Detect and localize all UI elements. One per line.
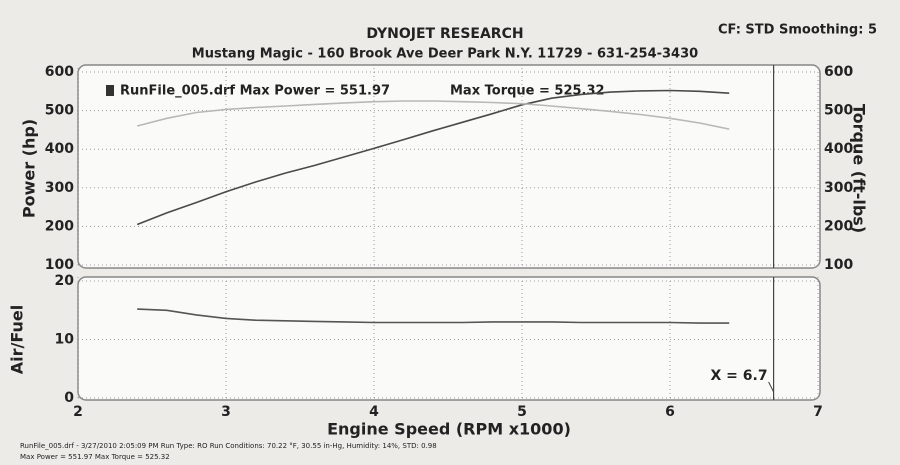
y2-tick-label: 500 (824, 103, 853, 119)
top-panel (77, 64, 821, 269)
y-axis-label: Power (hp) (20, 119, 39, 218)
y2-tick-label: 400 (824, 141, 853, 157)
y-tick-label: 400 (45, 141, 74, 157)
y-axis-label: Air/Fuel (8, 305, 27, 374)
y2-tick-label: 200 (824, 218, 853, 234)
x-tick-label: 3 (221, 404, 231, 420)
x-axis-label: Engine Speed (RPM x1000) (327, 420, 571, 439)
y-tick-label: 100 (45, 257, 74, 273)
x-tick-label: 5 (517, 404, 527, 420)
y2-tick-label: 300 (824, 180, 853, 196)
series-line (137, 308, 730, 324)
chart-title: DYNOJET RESEARCH (366, 26, 523, 42)
legend-text: Max Torque = 525.32 (450, 84, 605, 99)
y-tick-label: 20 (55, 273, 75, 289)
y-tick-label: 300 (45, 180, 74, 196)
footer-line: Max Power = 551.97 Max Torque = 525.32 (20, 453, 170, 461)
x-tick-label: 2 (73, 404, 83, 420)
cursor-label: X = 6.7 (711, 368, 768, 384)
y-tick-label: 10 (55, 332, 75, 348)
x-tick-label: 6 (665, 404, 675, 420)
series-line (136, 89, 730, 226)
y2-tick-label: 100 (824, 257, 853, 273)
x-tick-label: 4 (369, 404, 379, 420)
chart-subtitle: Mustang Magic - 160 Brook Ave Deer Park … (192, 47, 698, 62)
y-tick-label: 500 (45, 103, 74, 119)
y2-axis-label: Torque (ft-lbs) (850, 104, 869, 233)
footer-line: RunFile_005.drf - 3/27/2010 2:05:09 PM R… (20, 442, 437, 450)
series-line (136, 100, 730, 130)
legend-text: RunFile_005.drf Max Power = 551.97 (120, 84, 390, 99)
settings-note: CF: STD Smoothing: 5 (718, 23, 877, 38)
bottom-panel (77, 276, 821, 401)
y2-tick-label: 600 (824, 64, 853, 80)
cursor-pointer (768, 381, 775, 393)
y-tick-label: 200 (45, 218, 74, 234)
y-tick-label: 0 (64, 390, 74, 406)
x-tick-label: 7 (813, 404, 823, 420)
y-tick-label: 600 (45, 64, 74, 80)
legend-swatch (106, 85, 114, 96)
